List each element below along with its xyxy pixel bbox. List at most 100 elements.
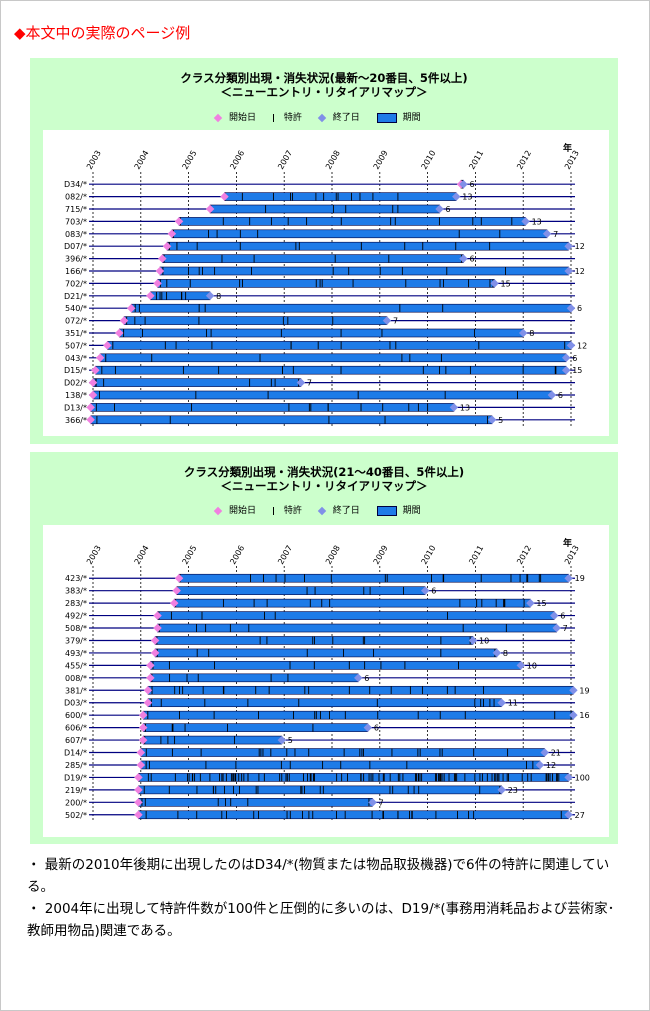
end-marker <box>564 266 573 276</box>
end-marker <box>566 341 576 350</box>
chart2-subtitle: ＜ニューエントリ・リタイアリマップ＞ <box>220 479 428 493</box>
start-marker <box>174 217 184 226</box>
period-bar <box>99 353 567 363</box>
period-bar <box>107 341 572 350</box>
count-label: 13 <box>532 217 542 226</box>
end-marker <box>354 673 363 683</box>
start-marker <box>138 735 148 745</box>
row-label: 351/* <box>65 329 87 338</box>
body-text: ・ 最新の2010年後期に出現したのはD34/*(物質または物品取扱機器)で6件… <box>27 854 627 942</box>
period-bar <box>142 710 574 720</box>
row-label: D21/* <box>64 292 87 301</box>
row-label: 508/* <box>65 624 87 633</box>
count-label: 13 <box>462 193 472 202</box>
end-marker <box>550 611 559 620</box>
x-unit-label: 年 <box>563 537 572 549</box>
end-marker <box>449 403 459 412</box>
x-tick-label: 2005 <box>181 544 199 566</box>
start-marker <box>153 611 162 620</box>
row-label: 383/* <box>65 587 87 596</box>
end-marker <box>547 390 557 400</box>
x-tick-label: 2006 <box>228 544 246 566</box>
row-label: 423/* <box>65 574 87 583</box>
start-marker <box>162 241 172 251</box>
period-bar <box>209 204 440 214</box>
row-label: 600/* <box>65 711 87 720</box>
legend-patent-label: 特許 <box>283 113 302 123</box>
start-marker <box>153 279 162 288</box>
count-label: 7 <box>379 798 384 807</box>
start-marker <box>167 229 177 239</box>
start-marker <box>115 328 124 338</box>
start-marker <box>155 266 165 276</box>
period-bar <box>138 810 569 820</box>
period-bar <box>178 573 569 583</box>
row-label: 083/* <box>65 230 87 239</box>
period-bar <box>95 365 567 375</box>
count-label: 6 <box>469 255 474 264</box>
legend-start-marker <box>213 506 223 515</box>
period-bar <box>176 586 426 595</box>
period-bar <box>150 661 522 670</box>
chart2-plot: 年 2003 2004 2005 2006 2007 2008 2009 2010 2011 201… <box>43 525 609 837</box>
start-marker <box>220 192 229 201</box>
row-label: 502/* <box>65 811 87 820</box>
row-label: 166/* <box>65 267 87 276</box>
end-marker <box>497 785 506 795</box>
count-label: 6 <box>469 180 474 189</box>
period-bar <box>157 611 555 620</box>
x-tick-label: 2012 <box>515 544 533 566</box>
period-bar <box>90 415 493 425</box>
period-bar <box>157 279 495 288</box>
row-label: 507/* <box>65 341 87 350</box>
row-label: 455/* <box>65 661 87 670</box>
row-label: D02/* <box>64 379 87 388</box>
count-label: 13 <box>460 403 470 412</box>
chart1-title: クラス分類別出現・消失状況(最新～20番目、5件以上) <box>180 71 468 85</box>
count-label: 23 <box>508 786 518 795</box>
period-bar <box>178 217 526 226</box>
start-marker <box>119 316 129 325</box>
count-label: 8 <box>503 649 508 658</box>
x-tick-label: 2005 <box>181 149 199 171</box>
period-bar <box>90 403 455 412</box>
end-marker <box>535 760 545 770</box>
row-label: D03/* <box>64 699 87 708</box>
end-marker <box>490 279 499 288</box>
x-tick-label: 2010 <box>420 544 438 566</box>
count-label: 6 <box>364 674 369 683</box>
end-marker <box>542 229 552 239</box>
x-tick-label: 2004 <box>133 149 151 171</box>
start-marker <box>153 623 162 633</box>
count-label: 15 <box>572 366 582 375</box>
end-marker <box>518 328 528 338</box>
end-marker <box>487 415 497 425</box>
count-label: 12 <box>546 761 556 770</box>
end-marker <box>363 723 373 732</box>
period-bar <box>150 673 359 683</box>
count-label: 6 <box>572 354 577 363</box>
chart2-legend: 開始日 特許 終了日 期間 <box>213 503 435 516</box>
row-label: 607/* <box>65 736 87 745</box>
legend-period-marker <box>376 112 397 123</box>
row-label: D07/* <box>64 242 87 251</box>
count-label: 6 <box>446 205 451 214</box>
count-label: 11 <box>508 699 518 708</box>
start-marker <box>126 303 136 313</box>
x-tick-label: 2003 <box>85 544 103 566</box>
period-bar <box>166 241 569 251</box>
x-tick-label: 2009 <box>372 544 390 566</box>
period-bar <box>224 192 457 201</box>
period-bar <box>171 229 548 239</box>
start-marker <box>174 573 184 583</box>
row-label: 606/* <box>65 724 87 733</box>
count-label: 8 <box>216 292 221 301</box>
count-label: 16 <box>579 711 589 720</box>
row-label: 381/* <box>65 686 87 695</box>
count-label: 7 <box>563 624 568 633</box>
legend-period-label: 期間 <box>402 506 421 516</box>
legend-end-label: 終了日 <box>332 506 360 516</box>
row-label: 703/* <box>65 217 87 226</box>
count-label: 15 <box>536 599 546 608</box>
count-label: 5 <box>288 736 293 745</box>
